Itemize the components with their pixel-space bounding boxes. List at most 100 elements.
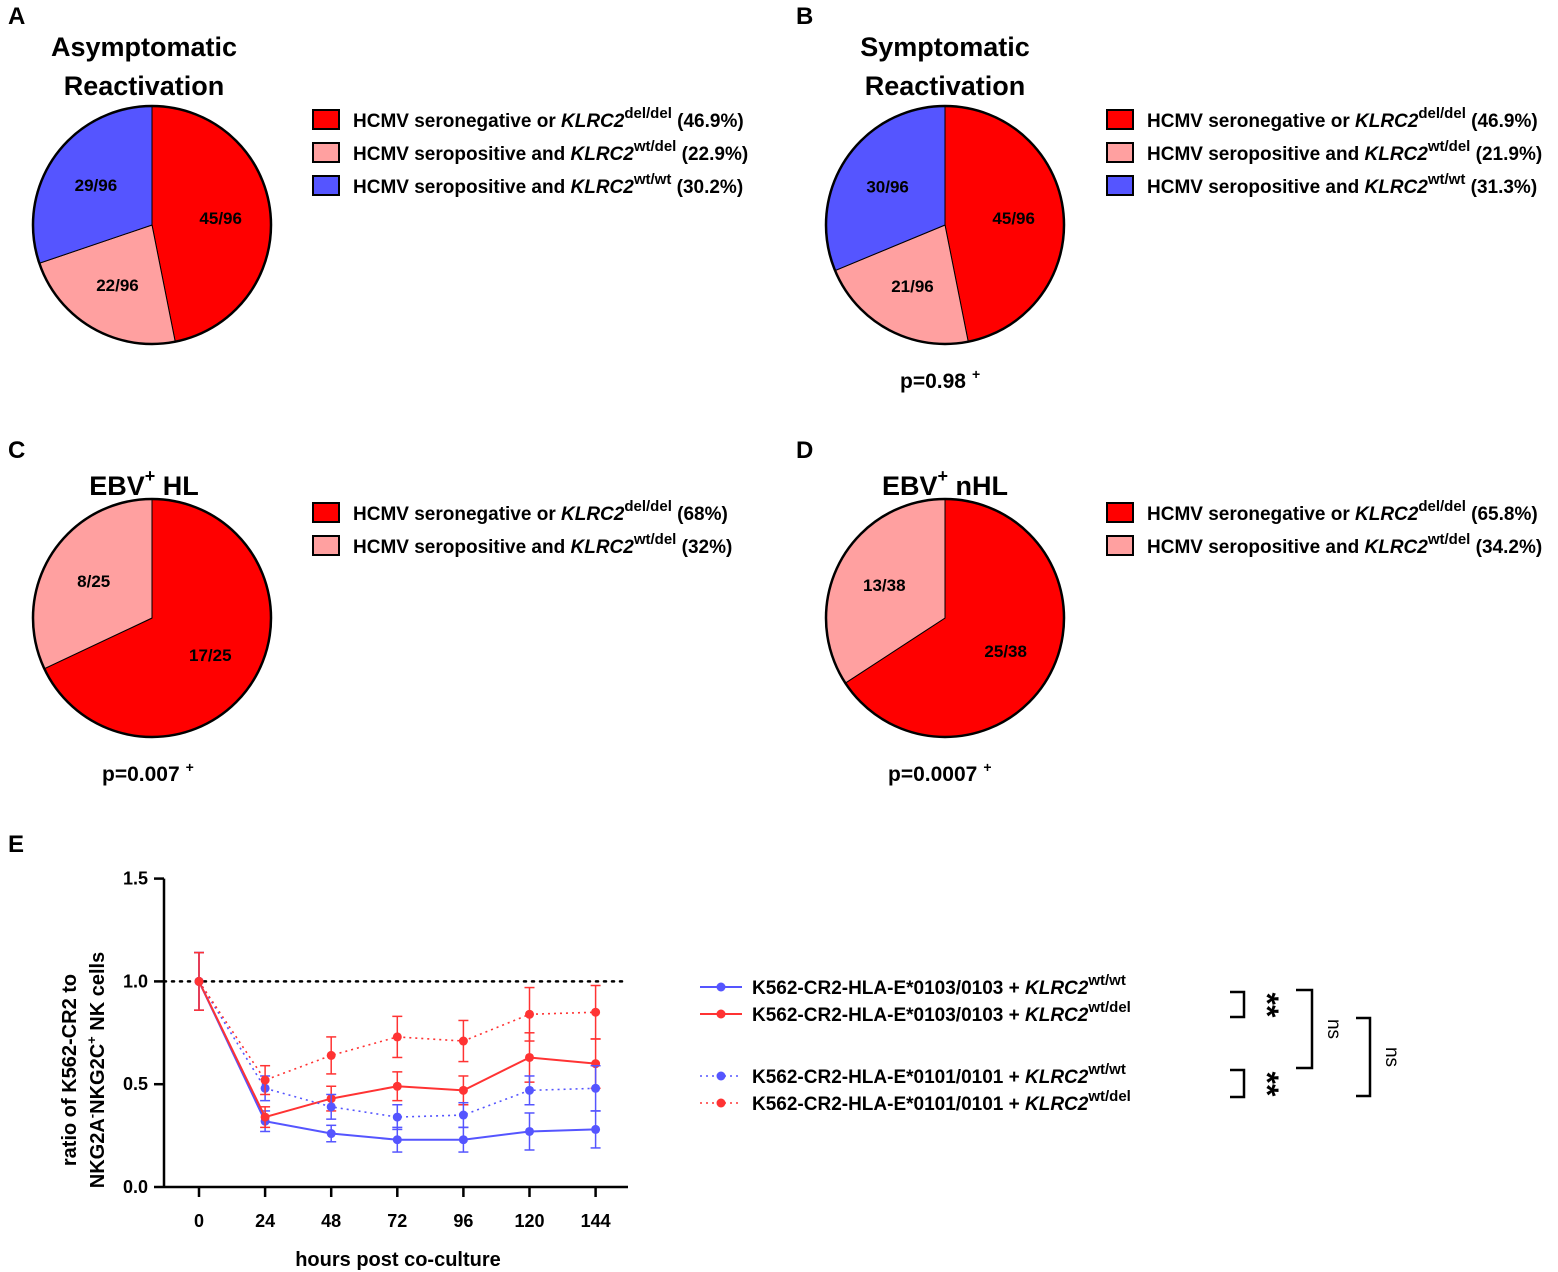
legend-entry: HCMV seropositive and KLRC2wt/del (21.9%…	[1147, 138, 1542, 165]
panel-a-label: A	[8, 3, 25, 30]
line-legend-marker	[716, 1071, 726, 1081]
panel-a: A Asymptomatic Reactivation 45/96 22/96 29…	[8, 3, 748, 346]
significance-1: **	[1249, 993, 1285, 1018]
line-legend-marker	[716, 1009, 726, 1019]
data-point	[392, 1112, 402, 1122]
significance-4: ns	[1381, 1047, 1402, 1067]
legend-entry: HCMV seronegative or KLRC2del/del (68%)	[353, 498, 728, 525]
bracket-4	[1356, 1016, 1372, 1098]
y-ticks: 0.0 0.5 1.0 1.5	[123, 869, 164, 1197]
panel-d: D EBV+ nHL 25/38 13/38 HCMV seronegative …	[796, 437, 1542, 786]
data-point	[326, 1102, 336, 1112]
series-2	[194, 951, 601, 1129]
panel-b-p-value: p=0.98 +	[900, 366, 980, 393]
legend-entry: HCMV seronegative or KLRC2del/del (46.9%…	[1147, 105, 1538, 132]
data-point	[392, 1135, 402, 1145]
legend-swatch	[1106, 175, 1134, 196]
legend-swatch	[312, 175, 340, 196]
x-ticks: 0 24 48 72 96 120 144	[194, 1187, 611, 1231]
data-point	[591, 1083, 601, 1093]
pie-outline	[824, 497, 1066, 739]
series-layer	[194, 951, 601, 1153]
line-legend-marker	[716, 982, 726, 992]
legend-swatch	[312, 535, 340, 556]
panel-d-label: D	[796, 437, 813, 464]
data-point	[525, 1126, 534, 1136]
panel-c-label: C	[8, 437, 25, 464]
x-tick-label: 96	[453, 1211, 473, 1231]
x-tick-label: 72	[387, 1211, 407, 1231]
significance-3: ns	[1323, 1019, 1344, 1039]
x-tick-label: 120	[514, 1211, 544, 1231]
pie-b: 45/96 21/96 30/96	[824, 104, 1066, 346]
bracket-3	[1296, 988, 1314, 1070]
legend-swatch	[1106, 502, 1134, 523]
legend-c: HCMV seronegative or KLRC2del/del (68%) H…	[312, 498, 732, 558]
panel-c: C EBV+ HL 17/25 8/25 HCMV seronegative or…	[8, 437, 732, 786]
data-point	[458, 1036, 468, 1046]
data-point	[525, 1085, 534, 1095]
legend-a: HCMV seronegative or KLRC2del/del (46.9%…	[312, 105, 748, 198]
pie-slice-label: 8/25	[77, 572, 110, 591]
significance-2: **	[1249, 1072, 1285, 1097]
significance-annotations: ** ** ns ns	[1230, 988, 1402, 1099]
y-axis-label-line1: ratio of K562-CR2 to	[59, 974, 81, 1166]
data-point	[194, 976, 204, 986]
pie-slice-label: 30/96	[866, 178, 909, 197]
y-tick-label: 1.0	[123, 971, 148, 991]
pie-outline	[824, 104, 1066, 346]
legend-swatch	[1106, 142, 1134, 163]
legend-entry: HCMV seropositive and KLRC2wt/wt (30.2%)	[353, 171, 743, 198]
legend-entry: HCMV seropositive and KLRC2wt/del (22.9%…	[353, 138, 748, 165]
line-legend-entry: K562-CR2-HLA-E*0103/0103 + KLRC2wt/wt	[752, 972, 1126, 999]
line-legend-marker	[716, 1098, 726, 1108]
pie-slice-label: 45/96	[199, 209, 242, 228]
x-tick-label: 0	[194, 1211, 204, 1231]
data-point	[260, 1112, 270, 1122]
pie-a: 45/96 22/96 29/96	[31, 104, 273, 346]
legend-swatch	[1106, 535, 1134, 556]
x-tick-label: 144	[581, 1211, 611, 1231]
legend-b: HCMV seronegative or KLRC2del/del (46.9%…	[1106, 105, 1542, 198]
y-tick-label: 0.5	[123, 1074, 148, 1094]
x-tick-label: 24	[255, 1211, 275, 1231]
legend-swatch	[312, 502, 340, 523]
data-point	[525, 1009, 534, 1019]
data-point	[458, 1135, 468, 1145]
data-point	[392, 1081, 402, 1091]
x-axis-label: hours post co-culture	[295, 1249, 501, 1271]
data-point	[591, 1007, 601, 1017]
legend-swatch	[312, 142, 340, 163]
data-point	[591, 1124, 601, 1134]
panel-c-p-value: p=0.007 +	[102, 759, 194, 786]
x-tick-label: 48	[321, 1211, 341, 1231]
data-point	[458, 1110, 468, 1120]
data-point	[326, 1050, 336, 1060]
line-legend-entry: K562-CR2-HLA-E*0103/0103 + KLRC2wt/del	[752, 999, 1131, 1026]
pie-c: 17/25 8/25	[31, 497, 273, 739]
pie-outline	[31, 104, 273, 346]
pie-slice-label: 29/96	[75, 176, 118, 195]
legend-entry: HCMV seronegative or KLRC2del/del (46.9%…	[353, 105, 744, 132]
panel-e-label: E	[8, 831, 24, 858]
panel-b-label: B	[796, 3, 813, 30]
panel-e: E 0.0 0.5 1.0 1.5 0 24 48 72 96 120 144 hours pos…	[8, 831, 1402, 1271]
line-legend-entry: K562-CR2-HLA-E*0101/0101 + KLRC2wt/del	[752, 1088, 1131, 1115]
panel-b: B Symptomatic Reactivation 45/96 21/96 30/…	[796, 3, 1542, 393]
pie-slice-label: 45/96	[992, 209, 1035, 228]
data-point	[525, 1052, 534, 1062]
pie-slice-label: 13/38	[863, 576, 906, 595]
legend-swatch	[1106, 109, 1134, 130]
y-axis-label-line2: NKG2A-NKG2C+ NK cells	[84, 952, 109, 1188]
panel-c-title: EBV+ HL	[89, 466, 199, 501]
bracket-2	[1230, 1068, 1246, 1099]
panel-d-p-value: p=0.0007 +	[888, 759, 992, 786]
legend-d: HCMV seronegative or KLRC2del/del (65.8%…	[1106, 498, 1542, 558]
y-tick-label: 1.5	[123, 869, 148, 889]
panel-d-title: EBV+ nHL	[882, 466, 1008, 501]
legend-entry: HCMV seronegative or KLRC2del/del (65.8%…	[1147, 498, 1538, 525]
series-4	[194, 951, 601, 1096]
legend-swatch	[312, 109, 340, 130]
pie-outline	[31, 497, 273, 739]
pie-slice-label: 22/96	[96, 276, 139, 295]
